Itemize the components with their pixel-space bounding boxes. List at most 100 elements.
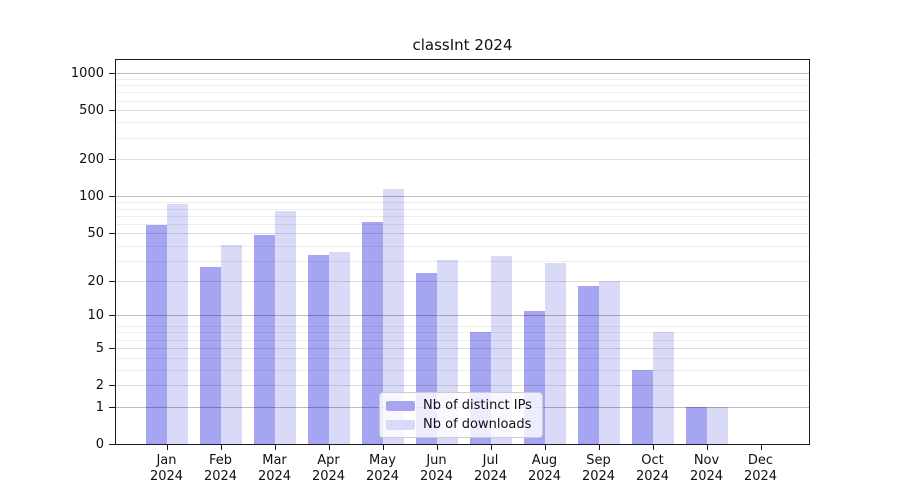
y-tick-label-1: 1 [95,399,104,415]
gridline-100 [116,196,809,198]
x-tick-year: 2024 [257,469,292,484]
y-tick-label-1000: 1000 [70,66,104,82]
bar-distinct-ips-feb [199,267,221,444]
gridline-200 [116,159,809,161]
x-tick-year: 2024 [743,469,778,484]
x-tick-mark-nov [706,445,708,450]
x-tick-year: 2024 [365,469,400,484]
chart-title: classInt 2024 [412,36,513,54]
gridline-minor [116,245,809,247]
y-tick-label-5: 5 [95,340,104,356]
gridline-minor [116,122,809,124]
legend-item-downloads: Nb of downloads [386,417,536,432]
bar-downloads-may [382,189,404,444]
x-tick-mark-oct [652,445,654,450]
x-tick-mark-feb [220,445,222,450]
y-tick-label-10: 10 [87,308,104,324]
bar-distinct-ips-nov [685,406,707,444]
legend-item-distinct-ips: Nb of distinct IPs [386,398,536,413]
y-tick-mark-1 [109,406,115,408]
x-tick-mark-aug [544,445,546,450]
gridline-500 [116,110,809,112]
x-tick-mark-dec [760,445,762,450]
bar-downloads-aug [544,263,566,444]
bar-downloads-nov [706,406,728,444]
y-tick-mark-5 [109,347,115,349]
y-tick-mark-2 [109,385,115,387]
gridline-minor [116,339,809,341]
legend-label-downloads: Nb of downloads [423,417,532,432]
x-tick-label-dec: Dec 2024 [733,453,789,485]
x-tick-label-may: May 2024 [355,453,411,485]
y-tick-mark-100 [109,196,115,198]
gridline-2 [116,385,809,387]
bar-downloads-feb [220,244,242,444]
x-tick-year: 2024 [203,469,238,484]
y-tick-label-100: 100 [79,189,104,205]
x-tick-year: 2024 [149,469,184,484]
x-tick-label-sep: Sep 2024 [571,453,627,485]
y-tick-label-500: 500 [79,103,104,119]
gridline-minor [116,261,809,263]
x-tick-mark-may [382,445,384,450]
y-tick-mark-10 [109,315,115,317]
gridline-minor [116,85,809,87]
plot-area: Nb of distinct IPs Nb of downloads 0 1 2 5 1… [71,59,810,484]
bar-downloads-jan [166,204,188,444]
gridline-minor [116,369,809,371]
x-tick-year: 2024 [581,469,616,484]
gridline-minor [116,78,809,80]
x-tick-mark-sep [598,445,600,450]
x-tick-year: 2024 [527,469,562,484]
legend-swatch-distinct-ips-icon [386,400,415,411]
gridline-1000 [116,73,809,75]
y-tick-mark-20 [109,280,115,282]
gridline-minor [116,208,809,210]
gridline-minor [116,332,809,334]
bar-downloads-oct [652,332,674,444]
y-tick-mark-500 [109,110,115,112]
x-tick-label-feb: Feb 2024 [193,453,249,485]
y-tick-label-50: 50 [87,225,104,241]
x-tick-label-jun: Jun 2024 [409,453,465,485]
bar-distinct-ips-apr [307,254,329,444]
gridline-minor [116,202,809,204]
gridline-minor [116,137,809,139]
x-tick-mark-jun [436,445,438,450]
x-tick-label-jul: Jul 2024 [463,453,519,485]
y-tick-label-200: 200 [79,152,104,168]
y-tick-mark-200 [109,159,115,161]
x-tick-label-mar: Mar 2024 [247,453,303,485]
x-tick-year: 2024 [419,469,454,484]
bar-distinct-ips-mar [253,235,275,444]
bar-downloads-mar [274,210,296,444]
legend-label-distinct-ips: Nb of distinct IPs [423,398,532,413]
gridline-minor [116,326,809,328]
gridline-minor [116,92,809,94]
x-tick-mark-jul [490,445,492,450]
bar-downloads-apr [328,251,350,444]
y-tick-label-0: 0 [95,437,104,452]
x-tick-year: 2024 [635,469,670,484]
legend-swatch-downloads-icon [386,419,415,430]
bar-distinct-ips-oct [631,369,653,444]
y-tick-label-20: 20 [87,273,104,289]
gridline-5 [116,347,809,349]
y-tick-mark-50 [109,232,115,234]
gridline-minor [116,224,809,226]
x-tick-year: 2024 [689,469,724,484]
x-tick-label-nov: Nov 2024 [679,453,735,485]
gridline-minor [116,100,809,102]
bar-distinct-ips-sep [577,285,599,444]
x-tick-label-jan: Jan 2024 [139,453,195,485]
legend: Nb of distinct IPs Nb of downloads [379,392,543,438]
gridline-50 [116,232,809,234]
x-tick-mark-apr [328,445,330,450]
x-tick-year: 2024 [473,469,508,484]
gridline-minor [116,215,809,217]
x-tick-mark-jan [166,445,168,450]
x-tick-label-apr: Apr 2024 [301,453,357,485]
y-tick-mark-1000 [109,73,115,75]
bar-distinct-ips-jan [145,225,167,444]
